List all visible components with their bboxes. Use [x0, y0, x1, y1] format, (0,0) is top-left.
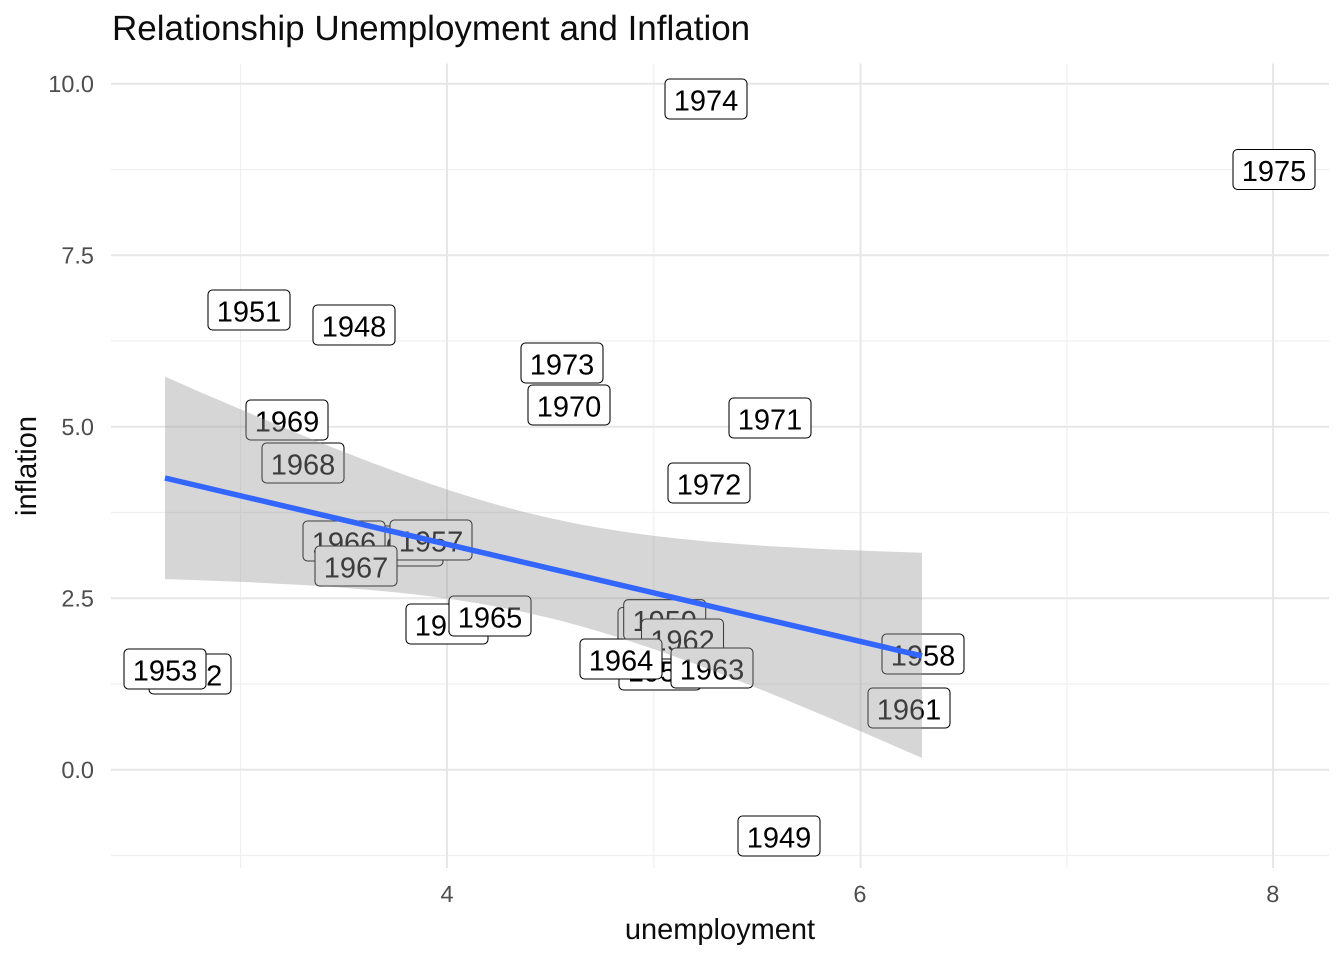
svg-text:6: 6	[853, 881, 866, 907]
svg-text:1972: 1972	[677, 469, 742, 501]
svg-text:1970: 1970	[537, 391, 602, 423]
svg-text:1965: 1965	[458, 602, 523, 634]
svg-text:5.0: 5.0	[61, 414, 94, 440]
svg-text:2.5: 2.5	[61, 586, 94, 612]
svg-text:1973: 1973	[530, 349, 595, 381]
svg-text:1964: 1964	[589, 645, 654, 677]
svg-text:Relationship Unemployment and: Relationship Unemployment and Inflation	[112, 9, 750, 48]
svg-text:1963: 1963	[680, 654, 745, 686]
svg-text:1969: 1969	[255, 406, 320, 438]
svg-text:1968: 1968	[271, 449, 336, 481]
svg-text:10.0: 10.0	[48, 71, 94, 97]
svg-text:1949: 1949	[747, 822, 812, 854]
svg-text:7.5: 7.5	[61, 243, 94, 269]
svg-text:1951: 1951	[217, 296, 282, 328]
svg-text:4: 4	[440, 881, 453, 907]
svg-text:unemployment: unemployment	[625, 914, 815, 946]
svg-text:8: 8	[1266, 881, 1279, 907]
svg-text:0.0: 0.0	[61, 757, 94, 783]
svg-text:1961: 1961	[877, 694, 942, 726]
svg-text:inflation: inflation	[11, 416, 43, 516]
svg-text:1958: 1958	[891, 640, 956, 672]
svg-text:1974: 1974	[674, 85, 739, 117]
svg-text:1971: 1971	[738, 404, 803, 436]
svg-text:1948: 1948	[322, 311, 387, 343]
svg-text:1975: 1975	[1242, 156, 1307, 188]
svg-text:1953: 1953	[133, 655, 198, 687]
svg-text:1967: 1967	[324, 552, 389, 584]
